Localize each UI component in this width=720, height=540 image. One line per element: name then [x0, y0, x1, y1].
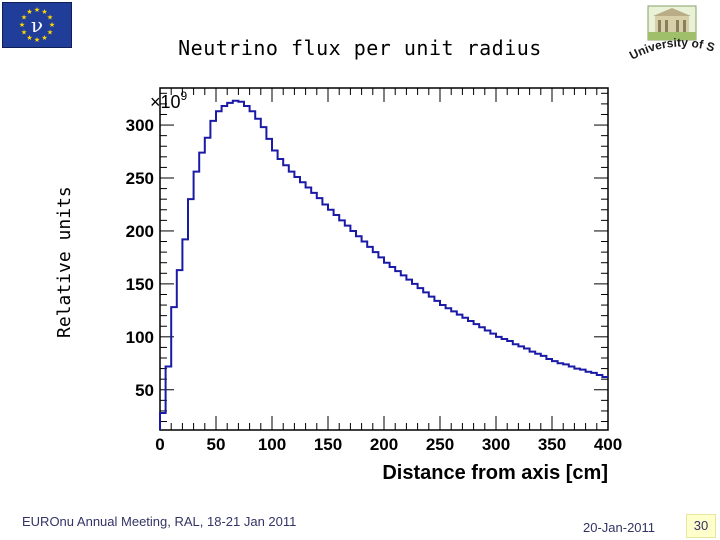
- eu-star-icon: ★: [21, 14, 27, 22]
- chart-title: Neutrino flux per unit radius: [178, 36, 542, 60]
- y-tick-label: 50: [135, 381, 154, 400]
- x-tick-label: 150: [314, 435, 342, 454]
- eu-star-icon: ★: [26, 34, 32, 42]
- y-tick-labels: 50 100 150 200 250 300: [126, 116, 154, 400]
- x-tick-label: 400: [594, 435, 622, 454]
- axis-ticks: [159, 88, 609, 430]
- y-tick-label: 100: [126, 328, 154, 347]
- page-number: 30: [686, 514, 716, 538]
- eu-star-icon: ★: [47, 14, 53, 22]
- eu-star-icon: ★: [41, 8, 47, 16]
- university-building-icon: University of Sofia: [624, 0, 716, 63]
- eu-flag-logo: ★ ★ ★ ★ ★ ★ ★ ★ ★ ★ ★ ★ ν: [2, 2, 72, 48]
- x-tick-label: 100: [258, 435, 286, 454]
- eu-star-icon: ★: [49, 21, 55, 29]
- nu-symbol: ν: [31, 13, 43, 37]
- y-multiplier-exponent: 9: [181, 89, 188, 103]
- x-tick-label: 300: [482, 435, 510, 454]
- y-multiplier: ×109: [150, 89, 188, 112]
- footer-date: 20-Jan-2011: [583, 520, 656, 535]
- y-tick-label: 250: [126, 169, 154, 188]
- eu-star-icon: ★: [34, 36, 40, 44]
- y-tick-label: 300: [126, 116, 154, 135]
- eu-star-icon: ★: [41, 34, 47, 42]
- x-tick-label: 0: [155, 435, 164, 454]
- university-logo: University of Sofia: [624, 0, 716, 64]
- x-axis-label: Distance from axis [cm]: [382, 462, 608, 484]
- y-tick-label: 150: [126, 275, 154, 294]
- flux-series-line: [159, 99, 608, 430]
- eu-star-icon: ★: [34, 6, 40, 14]
- eu-star-icon: ★: [19, 21, 25, 29]
- x-tick-labels: 0 50 100 150 200 250 300 350 400: [155, 435, 622, 454]
- event-footer: EUROnu Annual Meeting, RAL, 18-21 Jan 20…: [22, 514, 297, 529]
- x-tick-label: 350: [538, 435, 566, 454]
- eu-stars-icon: ★★★★★★★★★ ★ ★★ ν: [19, 6, 55, 44]
- x-tick-label: 250: [426, 435, 454, 454]
- x-tick-label: 200: [370, 435, 398, 454]
- y-tick-label: 200: [126, 222, 154, 241]
- eu-star-icon: ★: [21, 29, 27, 37]
- eu-star-icon: ★: [26, 8, 32, 16]
- y-axis-label: Relative units: [54, 186, 75, 338]
- eu-star-icon: ★: [47, 29, 53, 37]
- x-tick-label: 50: [207, 435, 226, 454]
